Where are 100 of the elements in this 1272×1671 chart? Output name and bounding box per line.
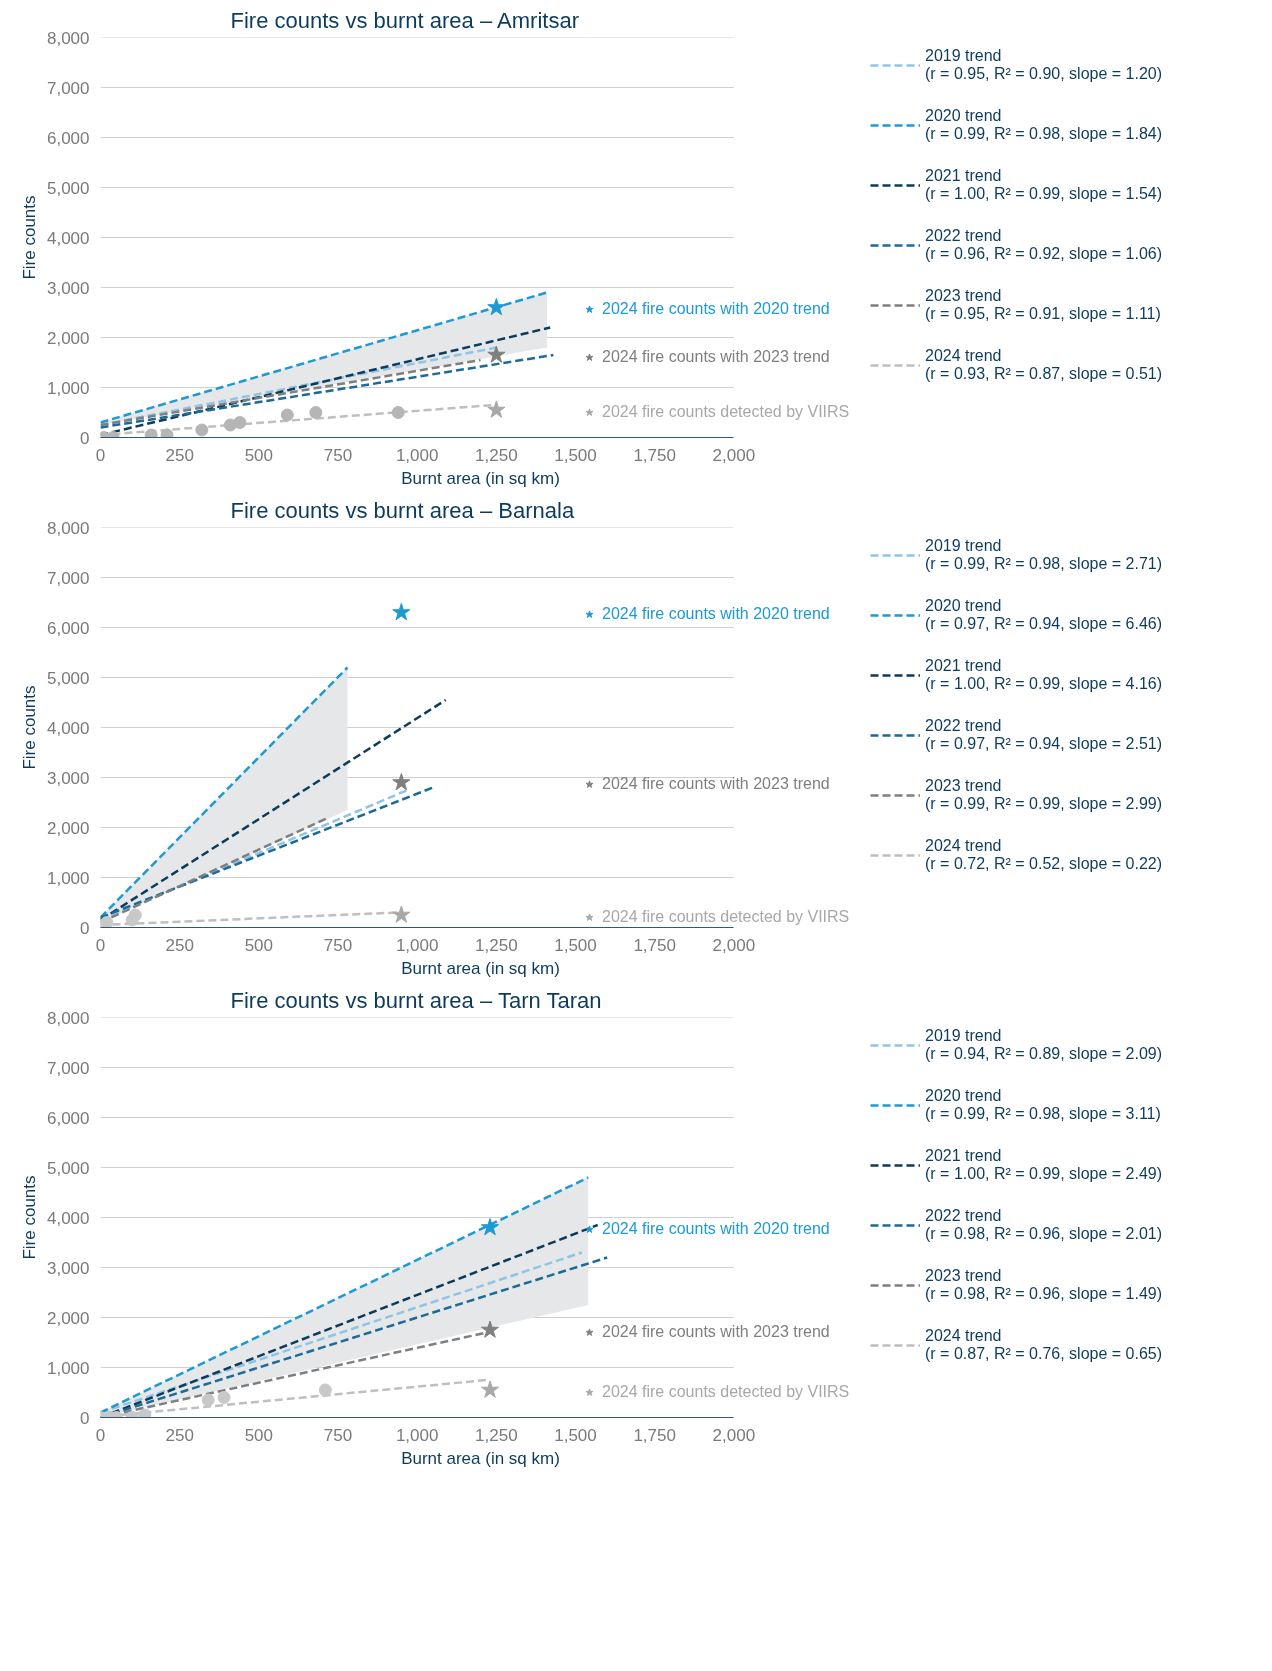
x-tick-label: 750: [323, 935, 353, 955]
point: [233, 416, 247, 429]
point: [480, 1218, 500, 1236]
point: [392, 603, 411, 621]
x-tick-label: 500: [244, 445, 274, 465]
point: [392, 773, 411, 791]
y-tick-label: 8,000: [46, 28, 90, 48]
x-tick-label: 1,500: [554, 445, 597, 465]
legend-label: 2024 trend (r = 0.87, R² = 0.76, slope = 0.65): [925, 1327, 1163, 1363]
x-axis-title: Burnt area (in sq km): [401, 468, 560, 488]
point: [195, 423, 209, 437]
x-tick-label: 1,000: [395, 1425, 439, 1445]
point: [160, 428, 174, 438]
point: [392, 905, 411, 923]
point: [128, 908, 142, 922]
point: [138, 1408, 152, 1418]
legend-label: 2024 fire counts detected by VIIRS: [602, 403, 850, 421]
point: [318, 1383, 332, 1397]
y-tick-label: 0: [80, 1408, 90, 1428]
point: [391, 406, 405, 419]
x-tick-label: 500: [244, 1425, 274, 1445]
legend-label: 2024 fire counts with 2023 trend: [602, 1323, 830, 1341]
y-tick-label: 4,000: [46, 718, 90, 738]
y-axis-title: Fire counts: [19, 195, 39, 280]
y-tick-label: 0: [80, 918, 90, 938]
y-tick-label: 8,000: [46, 518, 90, 538]
point: [480, 1380, 500, 1398]
x-axis-title: Burnt area (in sq km): [401, 958, 560, 978]
point: [201, 1393, 215, 1407]
legend-label: 2023 trend (r = 0.98, R² = 0.96, slope = 1.49): [925, 1267, 1163, 1303]
y-tick-label: 8,000: [46, 1008, 90, 1028]
point: [487, 400, 506, 418]
x-tick-label: 250: [165, 935, 194, 955]
x-tick-label: 500: [244, 935, 274, 955]
chart-title: Fire counts vs burnt area – Tarn Taran: [230, 987, 602, 1013]
y-tick-label: 5,000: [46, 178, 90, 198]
legend-label: 2019 trend (r = 0.94, R² = 0.89, slope = 2.09): [925, 1027, 1163, 1063]
y-tick-label: 0: [80, 428, 90, 448]
legend-label: 2019 trend (r = 0.99, R² = 0.98, slope = 2.71): [925, 537, 1163, 573]
y-tick-label: 2,000: [46, 818, 90, 838]
legend-label: 2024 fire counts detected by VIIRS: [602, 908, 850, 926]
legend-label: 2024 fire counts with 2020 trend: [602, 1220, 830, 1238]
x-tick-label: 0: [95, 1425, 106, 1445]
legend-label: 2020 trend (r = 0.99, R² = 0.98, slope = 1.84): [925, 107, 1163, 143]
y-tick-label: 1,000: [46, 378, 90, 398]
legend-label: 2022 trend (r = 0.97, R² = 0.94, slope = 2.51): [925, 717, 1163, 753]
y-axis-title: Fire counts: [19, 685, 39, 770]
x-tick-label: 750: [323, 445, 353, 465]
legend-label: 2020 trend (r = 0.99, R² = 0.98, slope = 3.11): [925, 1087, 1161, 1123]
y-axis-title: Fire counts: [19, 1175, 39, 1260]
x-tick-label: 750: [323, 1425, 353, 1445]
chart-title: Fire counts vs burnt area – Barnala: [230, 497, 575, 523]
y-tick-label: 4,000: [46, 1208, 90, 1228]
legend-label: 2022 trend (r = 0.96, R² = 0.92, slope = 1.06): [925, 227, 1163, 263]
point: [480, 1320, 500, 1338]
x-tick-label: 1,000: [395, 935, 439, 955]
point: [309, 406, 323, 419]
legend-label: 2019 trend (r = 0.95, R² = 0.90, slope = 1.20): [925, 47, 1163, 83]
x-tick-label: 2,000: [712, 445, 756, 465]
x-tick-label: 0: [95, 935, 106, 955]
x-tick-label: 1,500: [554, 1425, 597, 1445]
x-tick-label: 1,750: [633, 935, 676, 955]
x-tick-label: 0: [95, 445, 106, 465]
x-tick-label: 2,000: [712, 1425, 756, 1445]
legend-label: 2023 trend (r = 0.99, R² = 0.99, slope = 2.99): [925, 777, 1163, 813]
x-tick-label: 1,500: [554, 935, 597, 955]
y-tick-label: 5,000: [46, 1158, 90, 1178]
chart-title: Fire counts vs burnt area – Amritsar: [230, 7, 579, 33]
x-tick-label: 250: [165, 445, 194, 465]
y-tick-label: 4,000: [46, 228, 90, 248]
legend-label: 2021 trend (r = 1.00, R² = 0.99, slope = 4.16): [925, 657, 1163, 693]
y-tick-label: 1,000: [46, 1358, 90, 1378]
legend-label: 2024 fire counts with 2020 trend: [602, 605, 830, 623]
legend-label: 2021 trend (r = 1.00, R² = 0.99, slope = 2.49): [925, 1147, 1163, 1183]
legend-label: 2023 trend (r = 0.95, R² = 0.91, slope = 1.11): [925, 287, 1161, 323]
legend-label: 2022 trend (r = 0.98, R² = 0.96, slope = 2.01): [925, 1207, 1163, 1243]
y-tick-label: 3,000: [46, 1258, 90, 1278]
point: [280, 408, 294, 422]
legend-label: 2020 trend (r = 0.97, R² = 0.94, slope = 6.46): [925, 597, 1163, 633]
y-tick-label: 6,000: [46, 1108, 90, 1128]
y-tick-label: 6,000: [46, 128, 90, 148]
legend-label: 2024 fire counts detected by VIIRS: [602, 1383, 850, 1401]
point: [487, 345, 506, 363]
legend-label: 2024 trend (r = 0.93, R² = 0.87, slope = 0.51): [925, 347, 1163, 383]
y-tick-label: 7,000: [46, 568, 90, 588]
y-tick-label: 2,000: [46, 1308, 90, 1328]
legend-label: 2024 trend (r = 0.72, R² = 0.52, slope = 0.22): [925, 837, 1163, 873]
y-tick-label: 7,000: [46, 78, 90, 98]
y-tick-label: 3,000: [46, 768, 90, 788]
x-tick-label: 1,750: [633, 1425, 676, 1445]
x-tick-label: 2,000: [712, 935, 756, 955]
y-tick-label: 2,000: [46, 328, 90, 348]
x-tick-label: 1,000: [395, 445, 439, 465]
legend-label: 2024 fire counts with 2020 trend: [602, 300, 830, 318]
point: [217, 1391, 231, 1404]
x-tick-label: 1,250: [475, 935, 518, 955]
x-axis-title: Burnt area (in sq km): [401, 1448, 560, 1468]
y-tick-label: 5,000: [46, 668, 90, 688]
y-tick-label: 3,000: [46, 278, 90, 298]
y-tick-label: 1,000: [46, 868, 90, 888]
